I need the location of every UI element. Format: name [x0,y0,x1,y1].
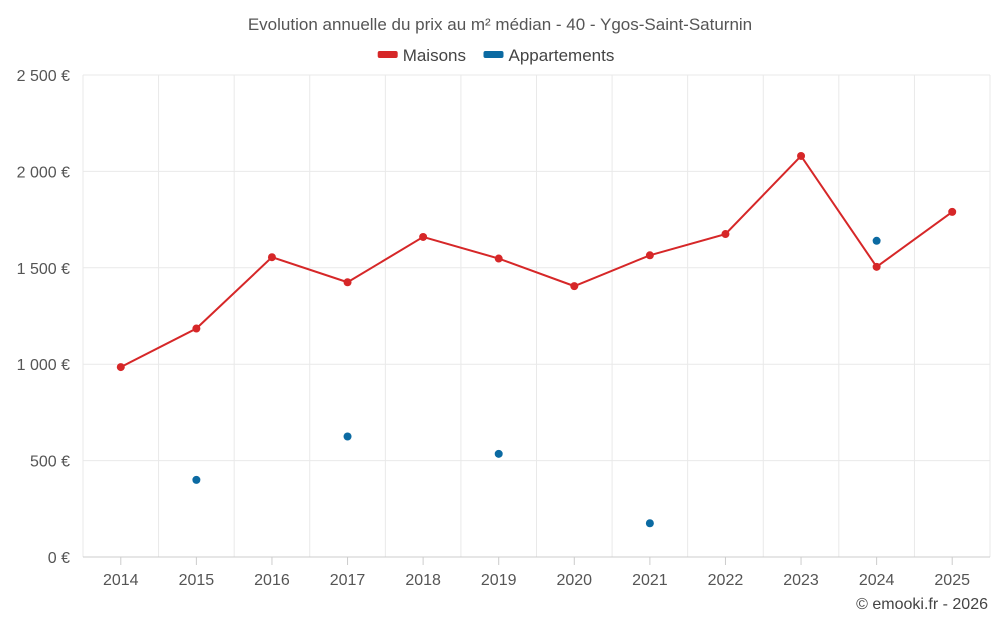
x-tick-label: 2017 [330,572,366,589]
legend-item-maisons[interactable]: Maisons [377,46,466,65]
data-point-appartements-2024[interactable] [872,236,881,245]
x-tick-label: 2016 [254,572,290,589]
x-tick-label: 2020 [556,572,592,589]
data-point-maisons-2022[interactable] [721,230,730,239]
legend-label: Appartements [509,46,615,65]
data-point-maisons-2016[interactable] [267,253,276,262]
data-point-appartements-2017[interactable] [343,432,352,441]
legend-label: Maisons [403,46,466,65]
legend[interactable]: Maisons Appartements [377,46,615,65]
chart-title: Evolution annuelle du prix au m² médian … [248,15,752,34]
data-point-maisons-2018[interactable] [419,232,428,241]
data-point-maisons-2025[interactable] [948,207,957,216]
data-point-maisons-2014[interactable] [116,363,125,372]
copyright-credit: © emooki.fr - 2026 [856,596,988,613]
data-point-maisons-2023[interactable] [797,151,806,160]
axes: 0 € 500 € 1 000 € 1 500 € 2 000 € 2 500 € 2014… [17,68,990,589]
y-tick-label: 1 000 € [17,357,70,374]
x-tick-label: 2023 [783,572,819,589]
x-tick-label: 2019 [481,572,517,589]
x-tick-label: 2021 [632,572,668,589]
y-tick-label: 500 € [30,454,70,471]
x-tick-label: 2015 [179,572,215,589]
data-point-appartements-2015[interactable] [192,475,201,484]
data-point-maisons-2017[interactable] [343,278,352,287]
data-point-maisons-2024[interactable] [872,262,881,271]
series-maisons [116,151,957,372]
legend-swatch [377,51,398,58]
data-point-maisons-2015[interactable] [192,324,201,333]
series-layer [116,151,957,528]
data-point-maisons-2019[interactable] [494,254,503,263]
y-tick-label: 2 000 € [17,164,70,181]
data-point-appartements-2021[interactable] [645,519,654,528]
legend-swatch [483,51,504,58]
x-tick-label: 2014 [103,572,139,589]
y-tick-label: 0 € [48,550,70,567]
x-tick-label: 2022 [708,572,744,589]
grid-lines [82,74,991,557]
y-tick-label: 1 500 € [17,261,70,278]
data-point-maisons-2021[interactable] [645,251,654,260]
x-tick-label: 2018 [405,572,441,589]
legend-item-appartements[interactable]: Appartements [483,46,615,65]
y-tick-label: 2 500 € [17,68,70,85]
series-line-maisons [120,154,953,368]
data-point-maisons-2020[interactable] [570,282,579,291]
series-appartements [192,236,881,528]
x-tick-label: 2024 [859,572,895,589]
data-point-appartements-2019[interactable] [494,449,503,458]
x-tick-label: 2025 [934,572,970,589]
